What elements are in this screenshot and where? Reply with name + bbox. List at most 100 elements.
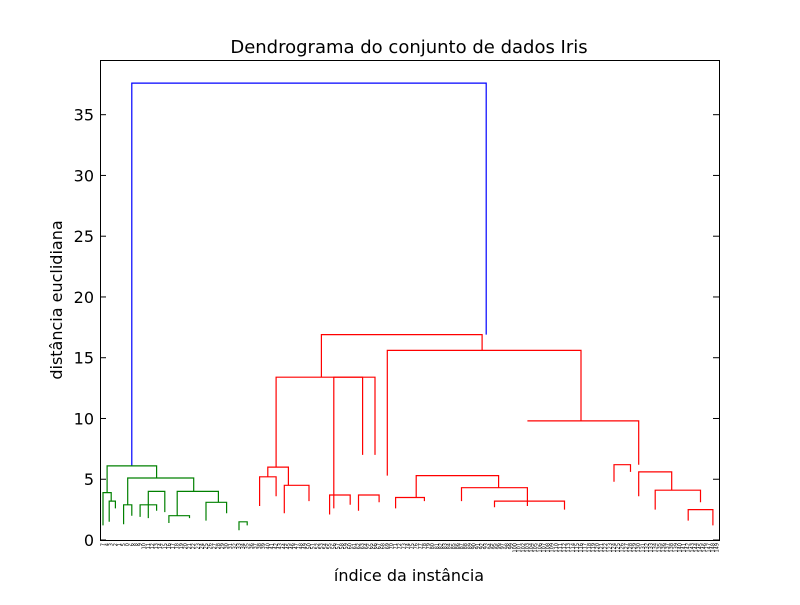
leaf-label-91: 91 [476, 543, 482, 549]
leaf-label-11: 11 [146, 543, 152, 549]
leaf-label-140: 140 [677, 543, 683, 553]
leaf-label-10: 10 [142, 543, 148, 549]
leaf-label-16: 16 [166, 543, 172, 549]
leaf-label-54: 54 [323, 543, 329, 549]
leaf-label-135: 135 [657, 543, 663, 553]
dendrogram-link-12 [267, 466, 289, 486]
dendrogram-link-4 [127, 477, 195, 505]
leaf-label-107: 107 [541, 543, 547, 553]
dendrogram-link-5 [123, 504, 133, 525]
dendrogram-link-21 [415, 475, 500, 498]
dendrogram-link-19 [320, 334, 483, 378]
leaf-label-34: 34 [241, 543, 247, 549]
leaf-label-87: 87 [459, 543, 465, 549]
leaf-label-149: 149 [715, 543, 721, 553]
leaf-label-33: 33 [237, 543, 243, 549]
leaf-label-12: 12 [150, 543, 156, 549]
leaf-label-67: 67 [377, 543, 383, 549]
leaf-label-60: 60 [348, 543, 354, 549]
leaf-label-19: 19 [179, 543, 185, 549]
leaf-label-144: 144 [694, 543, 700, 553]
leaf-label-45: 45 [286, 543, 292, 549]
leaf-label-142: 142 [686, 543, 692, 553]
leaf-label-30: 30 [224, 543, 230, 549]
leaf-label-40: 40 [265, 543, 271, 549]
leaf-label-97: 97 [500, 543, 506, 549]
dendrogram-link-11 [238, 521, 248, 531]
leaf-label-95: 95 [492, 543, 498, 549]
leaf-label-116: 116 [579, 543, 585, 553]
leaf-label-127: 127 [624, 543, 630, 553]
leaf-labels: 7432150689101112131415161718192021222324… [101, 543, 721, 553]
leaf-label-35: 35 [245, 543, 251, 549]
leaf-label-49: 49 [302, 543, 308, 549]
leaf-label-94: 94 [488, 543, 494, 549]
leaf-label-141: 141 [682, 543, 688, 553]
chart-title: Dendrograma do conjunto de dados Iris [230, 37, 587, 58]
leaf-label-64: 64 [364, 543, 370, 549]
leaf-label-125: 125 [616, 543, 622, 553]
leaf-label-103: 103 [525, 543, 531, 553]
leaf-label-44: 44 [282, 543, 288, 549]
leaf-label-29: 29 [220, 543, 226, 549]
leaf-label-145: 145 [698, 543, 704, 553]
dendrogram-link-18 [357, 494, 380, 511]
leaf-label-110: 110 [554, 543, 560, 553]
leaf-label-123: 123 [607, 543, 613, 553]
y-axis-label: distância euclidiana [47, 220, 66, 379]
leaf-label-58: 58 [340, 543, 346, 549]
leaf-label-92: 92 [480, 543, 486, 549]
leaf-label-56: 56 [331, 543, 337, 549]
leaf-label-104: 104 [529, 543, 535, 553]
dendrogram-link-22 [395, 496, 425, 509]
plot-frame [100, 60, 720, 541]
leaf-label-122: 122 [603, 543, 609, 553]
leaf-label-55: 55 [327, 543, 333, 549]
leaf-label-120: 120 [595, 543, 601, 553]
leaf-label-76: 76 [414, 543, 420, 549]
y-tick-label-25: 25 [74, 227, 94, 246]
dendrogram-link-27 [638, 471, 673, 497]
leaf-label-130: 130 [636, 543, 642, 553]
leaf-label-47: 47 [294, 543, 300, 549]
dendrogram-link-0 [131, 82, 487, 466]
leaf-label-117: 117 [583, 543, 589, 553]
dendrogram-link-14 [283, 484, 310, 514]
y-tick-label-30: 30 [74, 166, 94, 185]
leaf-label-121: 121 [599, 543, 605, 553]
leaf-label-61: 61 [352, 543, 358, 549]
leaf-label-52: 52 [315, 543, 321, 549]
dendrogram-link-20 [386, 349, 582, 476]
y-tick-label-20: 20 [74, 288, 94, 307]
leaf-label-57: 57 [335, 543, 341, 549]
leaf-label-48: 48 [298, 543, 304, 549]
leaf-label-38: 38 [257, 543, 263, 549]
leaf-label-133: 133 [649, 543, 655, 553]
leaf-label-5: 5 [121, 543, 127, 546]
leaf-label-131: 131 [640, 543, 646, 553]
leaf-label-100: 100 [513, 543, 519, 553]
leaf-label-39: 39 [261, 543, 267, 549]
dendrogram-link-3 [108, 500, 116, 522]
leaf-label-28: 28 [216, 543, 222, 549]
leaf-label-8: 8 [134, 543, 140, 546]
dendrogram-link-2 [102, 492, 112, 526]
leaf-label-72: 72 [397, 543, 403, 549]
leaf-label-43: 43 [278, 543, 284, 549]
leaf-label-119: 119 [591, 543, 597, 553]
leaf-label-6: 6 [129, 543, 135, 546]
leaf-label-109: 109 [550, 543, 556, 553]
leaf-label-75: 75 [410, 543, 416, 549]
leaf-label-31: 31 [228, 543, 234, 549]
leaf-label-51: 51 [311, 543, 317, 549]
dendrogram-link-8 [176, 490, 219, 516]
leaf-label-4: 4 [105, 543, 111, 546]
leaf-label-79: 79 [426, 543, 432, 549]
y-tick-label-10: 10 [74, 409, 94, 428]
leaf-label-37: 37 [253, 543, 259, 549]
leaf-label-70: 70 [389, 543, 395, 549]
dendrogram-link-9 [168, 515, 191, 523]
leaf-label-98: 98 [504, 543, 510, 549]
